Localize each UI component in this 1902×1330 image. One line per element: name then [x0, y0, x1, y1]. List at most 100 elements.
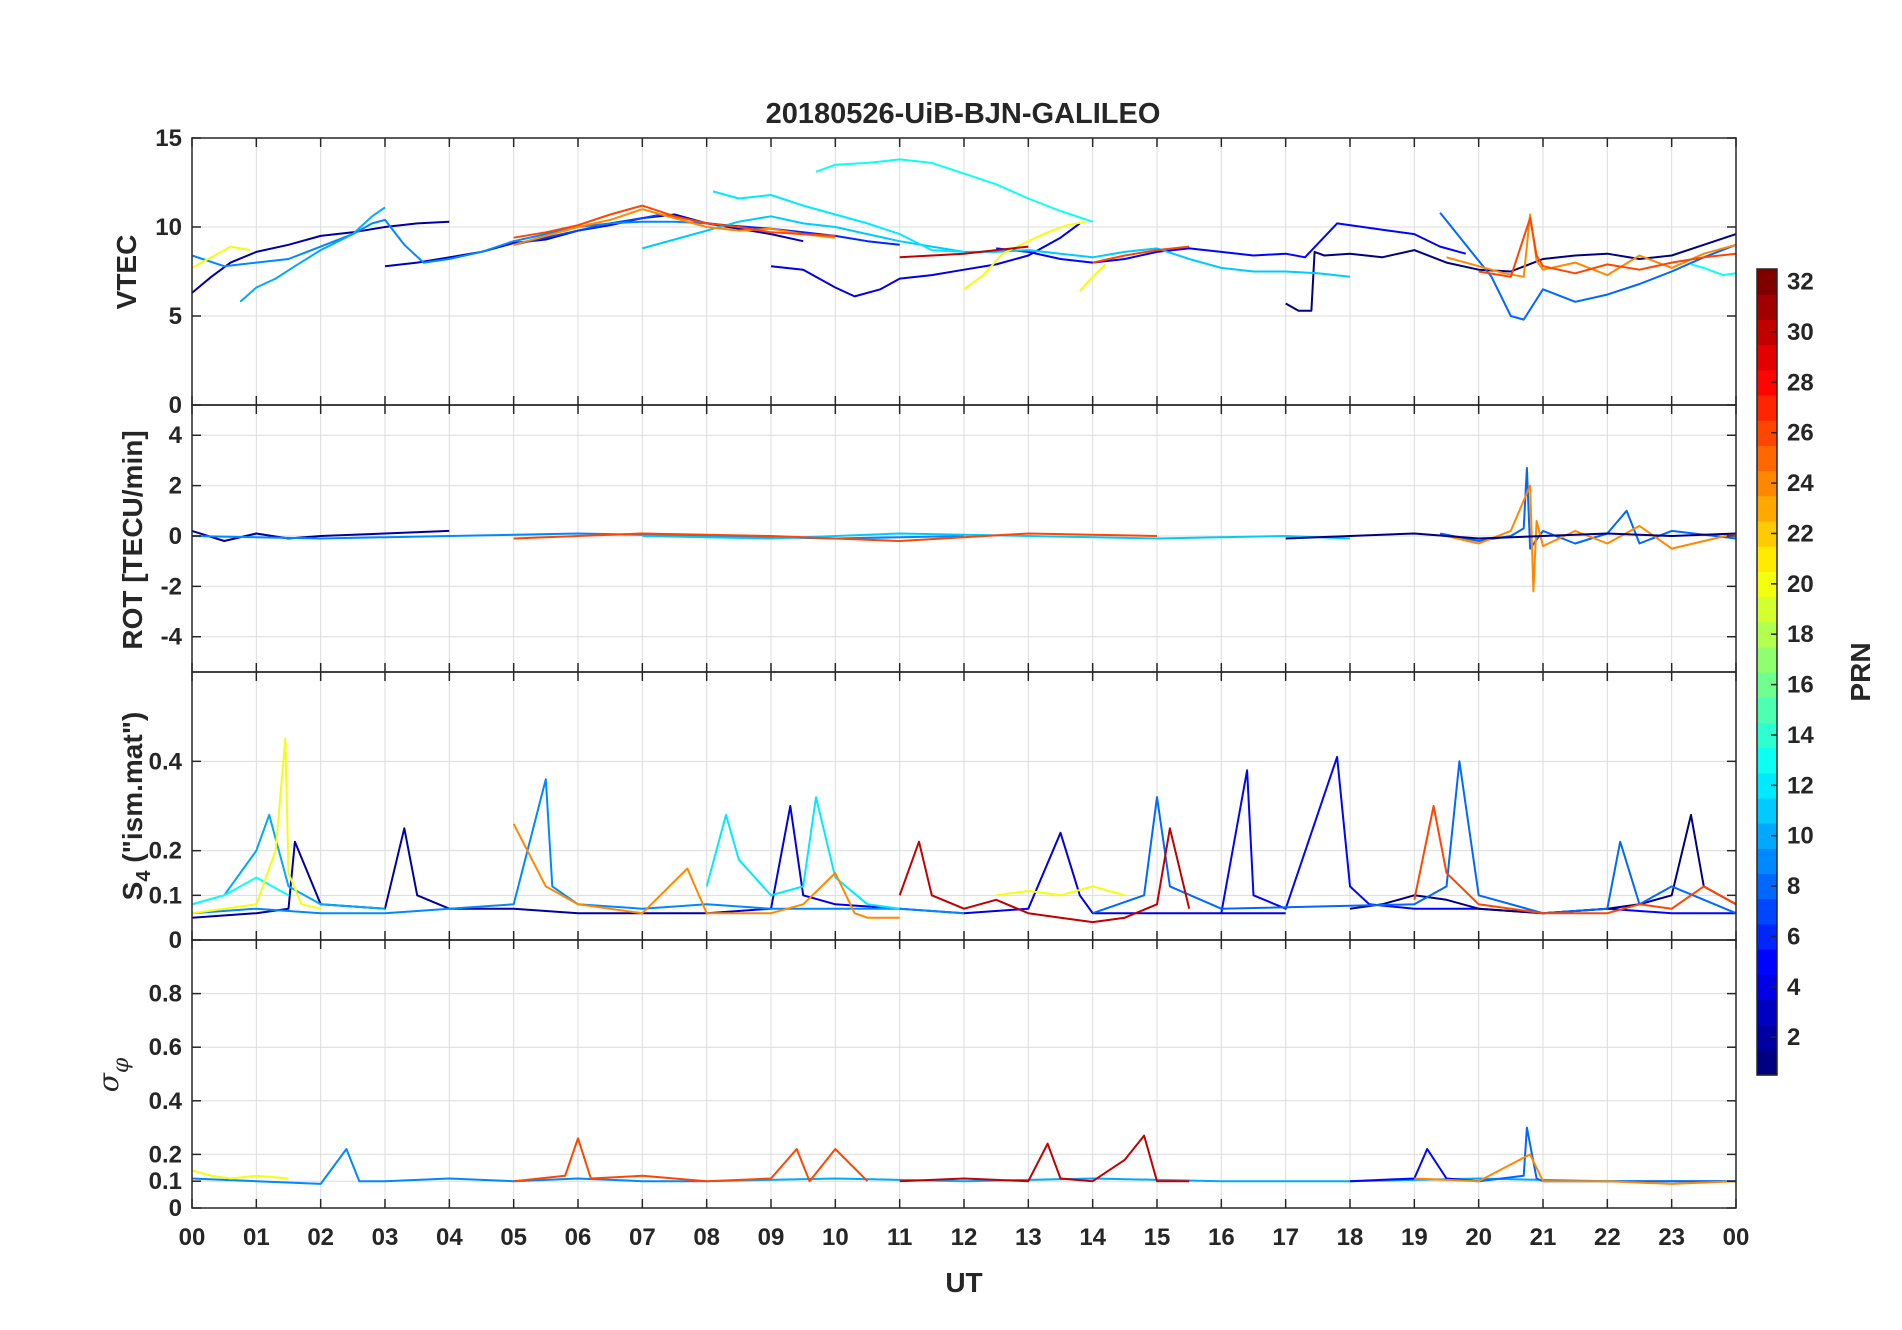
series-line-prn-30 [899, 1134, 1190, 1183]
series-line-prn-12 [712, 190, 965, 253]
series-line-prn-8 [1439, 467, 1737, 550]
colorbar-band [1757, 420, 1777, 446]
colorbar-band [1757, 1049, 1777, 1076]
x-tick-label: 22 [1594, 1224, 1621, 1251]
colorbar-band [1757, 495, 1777, 522]
rot-grid [192, 405, 1736, 672]
sigma-phi-y-ticks: 00.10.2 0.4 0.6 0.8 [149, 981, 1736, 1222]
y-tick-label: 2 [169, 473, 182, 500]
panel-s4: 00.10.20.4 S4 ("ism.mat") [117, 671, 1737, 954]
series-line-prn-9 [191, 218, 707, 268]
series-line-prn-9 [191, 1148, 707, 1185]
figure-title: 20180526-UiB-BJN-GALILEO [766, 98, 1161, 130]
series-line-prn-20 [1079, 263, 1107, 292]
x-tick-label: 04 [436, 1224, 463, 1251]
colorbar-tick-label: 28 [1787, 369, 1814, 396]
colorbar-bands [1757, 269, 1777, 1076]
s4-series [191, 738, 1737, 924]
colorbar-tick-label: 2 [1787, 1024, 1800, 1051]
series-line-prn-24 [512, 823, 900, 919]
colorbar-band [1757, 470, 1777, 497]
colorbar-band [1757, 772, 1777, 799]
panel-rot: -4 -2 0 2 4 ROT [TECU/min] [117, 404, 1737, 673]
rot-series [191, 467, 1737, 593]
x-tick-label: 07 [629, 1224, 656, 1251]
x-tick-label: 00 [179, 1224, 206, 1251]
x-tick-label: 19 [1401, 1224, 1428, 1251]
colorbar-tick-label: 12 [1787, 772, 1814, 799]
series-line-prn-24 [1414, 1153, 1737, 1185]
colorbar-band [1757, 823, 1777, 849]
y-tick-label: 0 [169, 523, 182, 550]
series-line-prn-24 [513, 208, 836, 246]
colorbar-band [1757, 621, 1777, 648]
x-tick-label: 03 [372, 1224, 399, 1251]
x-tick-label: 13 [1015, 1224, 1042, 1251]
y-tick-label: 0 [169, 1195, 182, 1222]
series-line-prn-20 [963, 220, 1087, 291]
series-line-prn-4 [706, 805, 1286, 915]
x-tick-label: 20 [1465, 1224, 1492, 1251]
colorbar-frame [1756, 268, 1778, 1076]
series-line-prn-26 [513, 532, 1158, 542]
vtec-ylabel: VTEC [111, 235, 142, 310]
colorbar-band [1757, 848, 1777, 875]
y-tick-label: 0.1 [149, 1168, 182, 1195]
series-line-prn-1 [1285, 532, 1737, 540]
colorbar-band [1757, 722, 1777, 749]
series-line-prn-20 [996, 885, 1126, 897]
series-line-prn-11 [642, 215, 1351, 278]
y-tick-label: 0.2 [149, 838, 182, 865]
x-tick-label: 05 [500, 1224, 527, 1251]
rot-ylabel: ROT [TECU/min] [117, 430, 148, 649]
y-tick-label: 0.1 [149, 882, 182, 909]
colorbar-tick-label: 16 [1787, 672, 1814, 699]
colorbar-tick-label: 6 [1787, 923, 1800, 950]
vtec-series [191, 158, 1737, 321]
series-line-prn-20 [191, 738, 321, 915]
colorbar-band [1757, 672, 1777, 698]
y-tick-label: 15 [155, 125, 182, 152]
colorbar-band [1757, 1024, 1777, 1051]
x-tick-label: 21 [1530, 1224, 1557, 1251]
y-tick-label: 0 [169, 927, 182, 954]
x-tick-label: 18 [1337, 1224, 1364, 1251]
series-line-prn-30 [898, 827, 1191, 924]
x-tick-label: 02 [307, 1224, 334, 1251]
s4-y-ticks: 0 0.1 0.2 0.4 [149, 748, 1736, 954]
colorbar-band [1757, 646, 1777, 673]
series-line-prn-20 [191, 1169, 289, 1180]
series-line-prn-26 [1478, 217, 1737, 278]
sigma-phi-x-ticks [191, 940, 1737, 1208]
y-tick-label: 5 [169, 303, 182, 330]
x-tick-label: 10 [822, 1224, 849, 1251]
x-tick-label: 11 [887, 1224, 912, 1251]
colorbar-tick-label: 8 [1787, 873, 1800, 900]
series-line-prn-30 [899, 245, 1029, 259]
series-line-prn-11 [642, 532, 1351, 540]
colorbar-band [1757, 571, 1777, 598]
y-tick-label: 10 [155, 214, 182, 241]
vtec-y-ticks: 0 5 10 15 [155, 125, 1736, 419]
y-tick-label: -4 [161, 624, 183, 651]
colorbar-band [1757, 269, 1777, 295]
panel-sigma-phi: 00.10.20.40.60.8 σφ [92, 939, 1737, 1222]
series-line-prn-8 [1478, 1126, 1736, 1183]
colorbar-band [1757, 596, 1777, 623]
colorbar-band [1757, 520, 1777, 547]
colorbar-tick-label: 30 [1787, 319, 1814, 346]
series-line-prn-5 [996, 222, 1467, 264]
series-line-prn-8 [1092, 760, 1737, 915]
x-axis-label: UT [945, 1267, 982, 1298]
series-line-prn-8 [1439, 212, 1737, 321]
x-tick-label: 01 [243, 1224, 270, 1251]
colorbar-band [1757, 974, 1777, 1001]
x-tick-label: 08 [693, 1224, 720, 1251]
colorbar-band [1757, 369, 1777, 396]
x-tick-label: 06 [565, 1224, 592, 1251]
vtec-x-ticks [191, 138, 1737, 405]
series-line-prn-7 [513, 213, 662, 246]
